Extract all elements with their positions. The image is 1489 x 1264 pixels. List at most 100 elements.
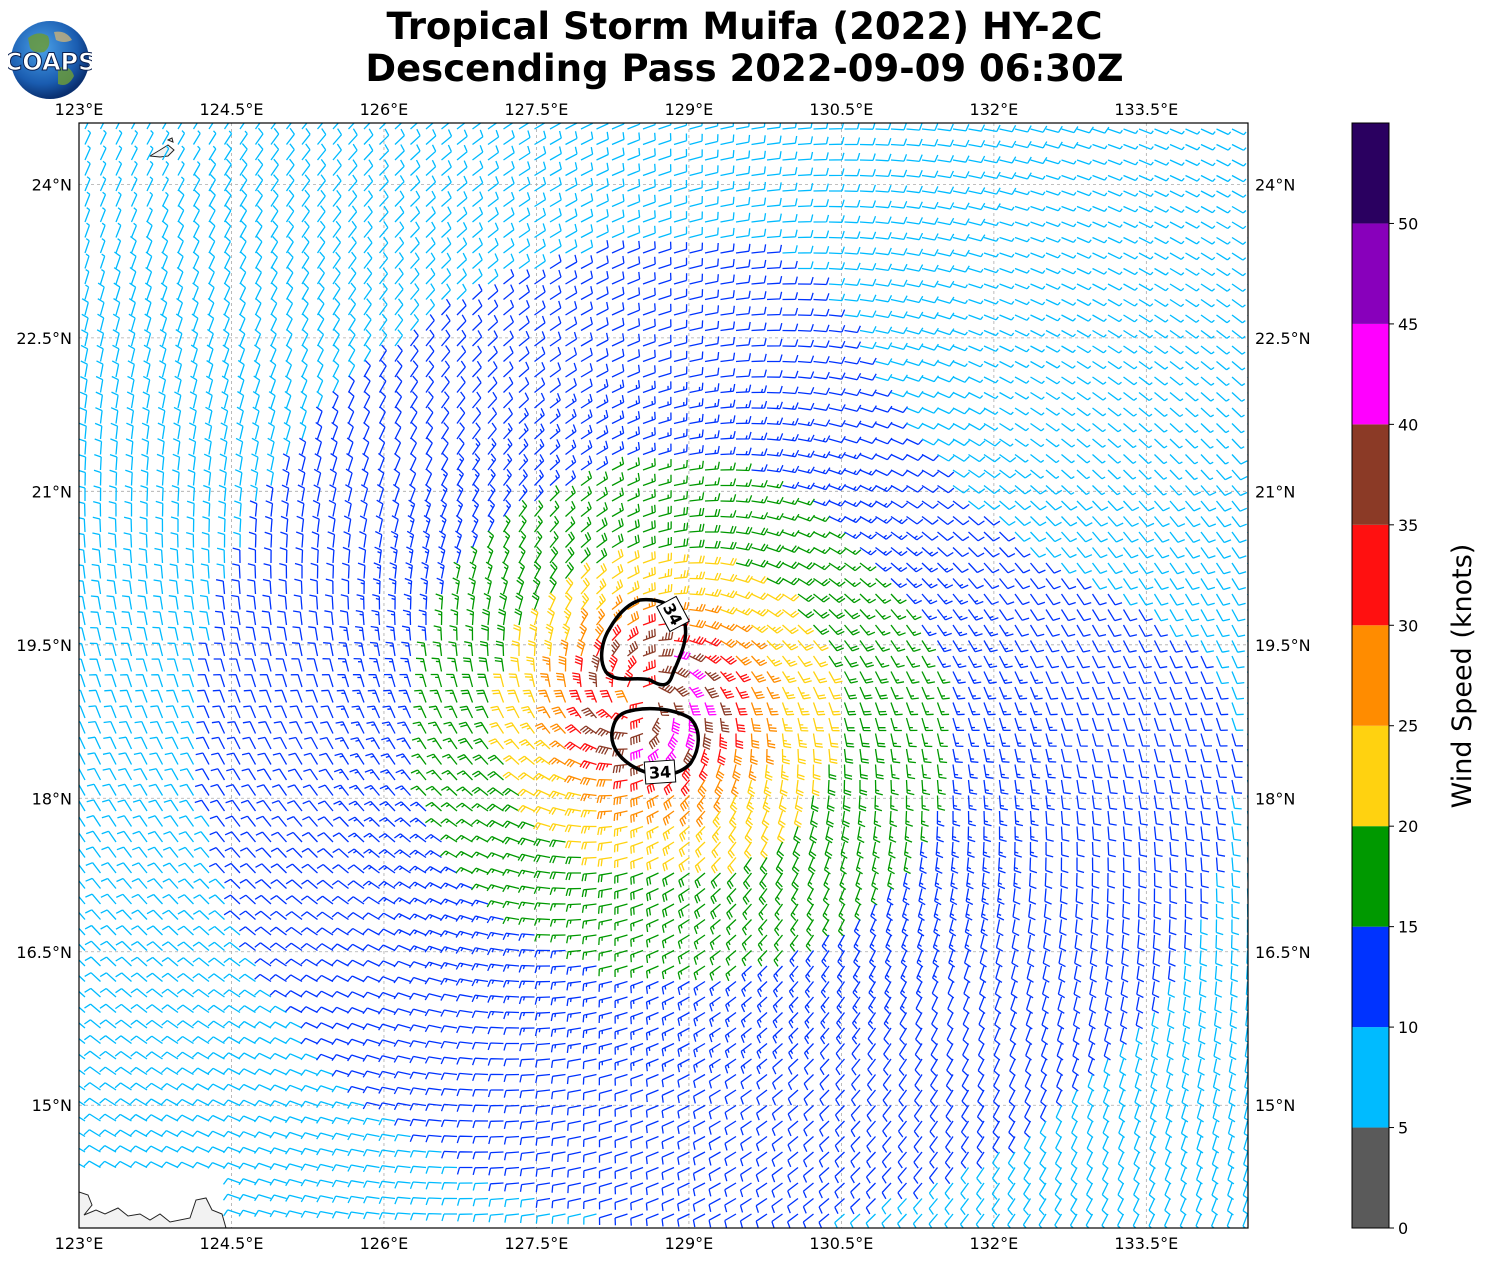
wind-barb xyxy=(1216,438,1230,449)
wind-barb xyxy=(517,821,535,830)
wind-barb xyxy=(418,609,427,626)
wind-barb xyxy=(1123,283,1138,291)
wind-barb xyxy=(301,128,311,145)
wind-barb xyxy=(1030,174,1046,180)
wind-barb xyxy=(84,269,90,285)
wind-barb xyxy=(937,312,955,320)
wind-barb xyxy=(426,753,443,765)
wind-barb xyxy=(1231,423,1245,434)
wind-barb xyxy=(627,287,641,301)
wind-barb xyxy=(1185,252,1200,261)
wind-barb xyxy=(111,375,120,393)
wind-barb xyxy=(905,702,919,716)
wind-barb xyxy=(751,197,767,208)
wind-barb xyxy=(1014,609,1030,621)
wind-barb xyxy=(1060,733,1073,747)
wind-barb xyxy=(689,460,704,471)
wind-barb xyxy=(540,673,551,688)
wind-barb xyxy=(673,475,688,487)
wind-barb xyxy=(146,176,154,192)
wind-barb xyxy=(1014,531,1031,542)
wind-barb xyxy=(363,123,371,130)
wind-barb xyxy=(673,319,688,332)
wind-barb xyxy=(797,624,815,635)
wind-barb xyxy=(548,790,566,799)
wind-barb xyxy=(1045,733,1057,747)
wind-barb xyxy=(1061,453,1075,464)
wind-barb xyxy=(332,816,349,827)
wind-barb xyxy=(921,217,939,225)
wind-barb xyxy=(1185,159,1201,167)
wind-barb xyxy=(827,779,836,797)
wind-barb xyxy=(1169,267,1185,276)
wind-barb xyxy=(285,328,293,347)
wind-barb xyxy=(471,391,482,409)
wind-barb xyxy=(781,671,797,684)
wind-barb xyxy=(720,606,738,615)
wind-barb xyxy=(565,316,578,332)
wind-barb xyxy=(548,806,566,815)
wind-barb xyxy=(766,686,781,700)
wind-barb xyxy=(549,393,561,409)
wind-barb xyxy=(1091,624,1107,637)
wind-barb xyxy=(502,468,512,486)
wind-barb xyxy=(1200,686,1214,700)
wind-barb xyxy=(936,686,950,700)
wind-barb xyxy=(462,657,474,672)
wind-barb xyxy=(130,222,138,238)
wind-barb xyxy=(662,810,675,826)
wind-barb xyxy=(998,702,1012,716)
wind-barb xyxy=(658,412,672,425)
wind-barb xyxy=(1231,314,1246,324)
wind-barb xyxy=(112,344,120,362)
wind-barb xyxy=(1169,423,1184,433)
wind-barb xyxy=(735,607,754,616)
wind-barb xyxy=(532,789,551,798)
wind-barb xyxy=(673,257,688,270)
wind-barb xyxy=(844,246,861,255)
wind-barb xyxy=(179,799,195,812)
wind-barb xyxy=(968,140,986,148)
wind-barb xyxy=(239,220,247,238)
wind-barb xyxy=(797,323,814,332)
wind-barb xyxy=(1076,283,1092,291)
wind-barb xyxy=(859,500,877,508)
wind-barb xyxy=(323,626,334,641)
wind-barb xyxy=(689,445,704,456)
wind-barb xyxy=(681,764,691,782)
wind-barb xyxy=(1045,376,1061,385)
wind-barb xyxy=(453,561,461,579)
wind-barb xyxy=(565,485,576,502)
wind-barb xyxy=(305,705,319,719)
wind-barb xyxy=(1153,748,1166,763)
wind-barb xyxy=(1246,531,1248,534)
wind-barb xyxy=(274,689,288,703)
wind-barb xyxy=(828,531,846,539)
wind-barb xyxy=(1169,221,1185,229)
wind-barb xyxy=(906,311,924,319)
wind-barb xyxy=(505,705,520,719)
wind-barb xyxy=(1215,500,1232,512)
wind-barb xyxy=(906,201,923,209)
wind-barb xyxy=(564,840,582,849)
wind-barb xyxy=(1014,547,1031,558)
wind-barb xyxy=(1045,159,1061,165)
wind-barb xyxy=(627,271,641,285)
wind-barb xyxy=(608,654,618,672)
wind-barb xyxy=(332,174,342,192)
wind-barb xyxy=(356,594,365,610)
wind-barb xyxy=(921,547,939,557)
wind-barb xyxy=(859,294,877,303)
wind-barb xyxy=(262,578,272,595)
wind-barb xyxy=(766,244,783,254)
wind-barb xyxy=(611,123,625,130)
wind-barb xyxy=(1076,655,1090,669)
wind-barb xyxy=(333,800,349,812)
wind-barb xyxy=(1014,516,1032,527)
wind-barb xyxy=(797,748,806,765)
wind-barb xyxy=(1154,298,1169,307)
wind-barb xyxy=(478,657,489,672)
wind-barb xyxy=(441,123,450,130)
wind-barb xyxy=(859,421,877,429)
wind-barb xyxy=(491,689,505,703)
